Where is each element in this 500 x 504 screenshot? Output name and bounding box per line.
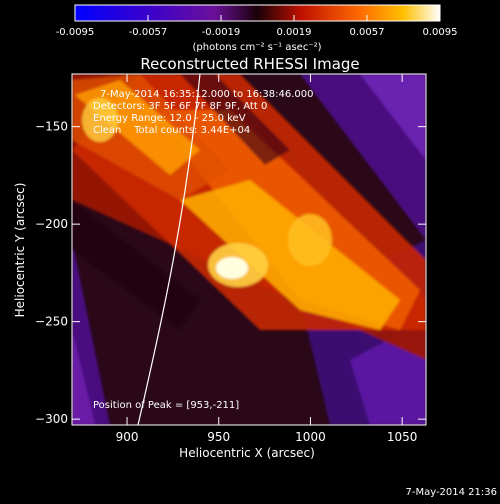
x-axis-ticks [126, 74, 403, 425]
reconstructed-image [72, 74, 426, 425]
image-title: Reconstructed RHESSI Image [140, 55, 359, 73]
colorbar-tick-label: 0.0095 [423, 27, 458, 38]
y-tick-label: −200 [35, 217, 68, 231]
colorbar-ticks [74, 15, 441, 21]
info-line-time: 7-May-2014 16:35:12.000 to 16:38:46.000 [100, 89, 313, 100]
colorbar-tick-label: -0.0019 [202, 27, 241, 38]
y-tick-label: −250 [35, 315, 68, 329]
y-tick-label: −150 [35, 120, 68, 134]
x-tick-label: 1000 [295, 430, 326, 444]
x-tick-label: 900 [116, 430, 139, 444]
colorbar-units-label: (photons cm⁻² s⁻¹ asec⁻²) [192, 42, 321, 53]
footer-timestamp: 7-May-2014 21:36 [405, 487, 497, 498]
colorbar-tick-label: 0.0057 [350, 27, 385, 38]
info-line-detectors: Detectors: 3F 5F 6F 7F 8F 9F, Att 0 [93, 101, 267, 112]
y-axis-ticks [72, 126, 426, 420]
x-tick-label: 1050 [387, 430, 418, 444]
colorbar-tick-label: -0.0057 [129, 27, 168, 38]
peak-position-label: Position of Peak = [953,-211] [93, 400, 239, 411]
x-axis-label: Heliocentric X (arcsec) [179, 446, 315, 460]
plot-frame [71, 73, 427, 426]
info-line-energy: Energy Range: 12.0 - 25.0 keV [93, 113, 246, 124]
colorbar-tick-label: 0.0019 [277, 27, 312, 38]
x-tick-label: 950 [207, 430, 230, 444]
colorbar [74, 4, 441, 22]
y-axis-label: Heliocentric Y (arcsec) [13, 183, 27, 318]
y-tick-label: −300 [35, 412, 68, 426]
solar-limb-line [137, 74, 201, 425]
colorbar-tick-label: -0.0095 [56, 27, 95, 38]
info-line-clean: Clean Total counts: 3.44E+04 [93, 125, 250, 136]
